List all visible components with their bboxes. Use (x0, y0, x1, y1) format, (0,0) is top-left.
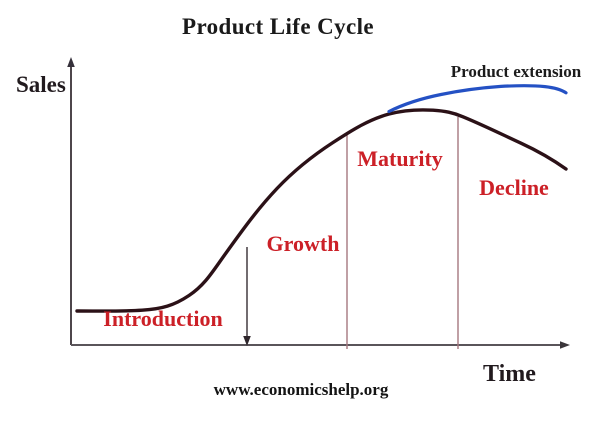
extension-curve (387, 84, 568, 114)
down-arrowhead-icon (243, 336, 251, 346)
x-axis-label: Time (483, 361, 536, 387)
chart-title: Product Life Cycle (181, 14, 375, 39)
product-extension-label: Product extension (450, 62, 582, 81)
phase-label-maturity: Maturity (357, 146, 443, 171)
y-axis-arrowhead-icon (67, 57, 75, 67)
website-watermark: www.economicshelp.org (213, 380, 389, 399)
lifecycle-curve (75, 108, 568, 313)
phase-label-decline: Decline (479, 175, 549, 200)
phase-label-growth: Growth (266, 231, 340, 256)
phase-label-introduction: Introduction (103, 306, 223, 331)
y-axis-label: Sales (16, 72, 66, 97)
x-axis-arrowhead-icon (560, 341, 570, 349)
